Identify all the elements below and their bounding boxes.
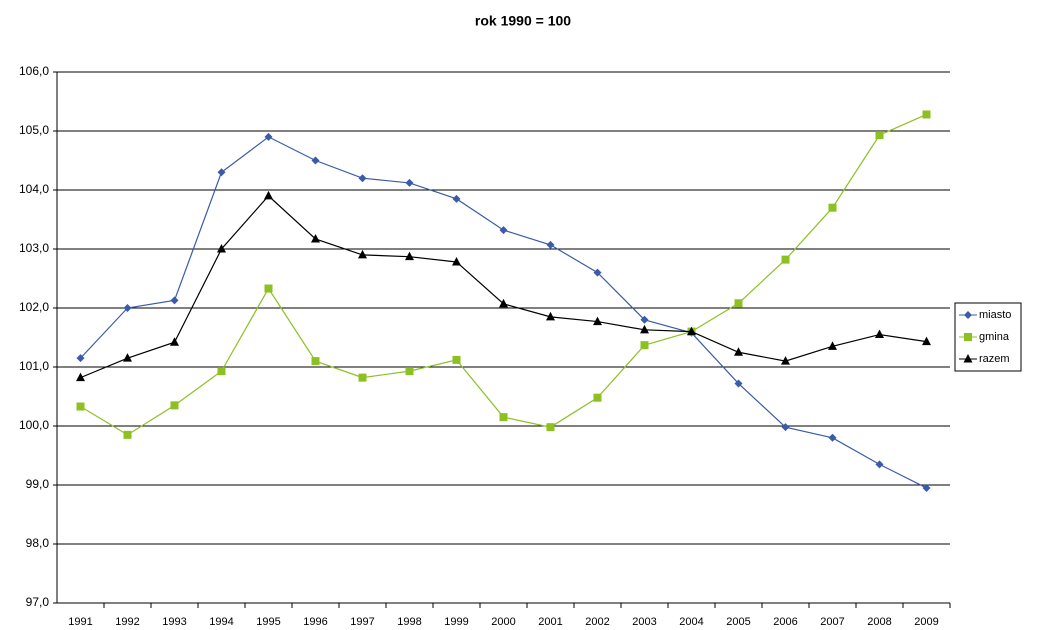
y-tick-label: 97,0: [26, 595, 50, 609]
marker: [781, 255, 790, 264]
marker: [264, 190, 273, 200]
marker: [640, 324, 649, 334]
marker: [828, 341, 837, 350]
marker: [964, 311, 972, 319]
legend-label: gmina: [979, 331, 1010, 343]
marker: [311, 357, 320, 366]
marker: [452, 355, 461, 364]
marker: [405, 251, 414, 261]
marker: [358, 249, 367, 259]
marker: [76, 402, 85, 411]
x-tick-label: 1996: [303, 616, 327, 628]
marker: [875, 329, 884, 339]
marker: [734, 379, 743, 388]
marker: [499, 298, 508, 308]
x-tick-label: 2004: [679, 616, 703, 628]
y-tick-label: 103,0: [19, 241, 49, 255]
y-tick-label: 98,0: [26, 536, 50, 550]
marker: [593, 268, 602, 277]
marker: [922, 110, 931, 119]
series-line: [80, 113, 927, 436]
marker: [311, 233, 320, 243]
y-tick-label: 105,0: [19, 123, 49, 137]
x-tick-label: 1992: [115, 616, 139, 628]
marker: [217, 244, 226, 253]
marker: [170, 296, 179, 305]
marker: [640, 315, 649, 324]
marker: [875, 131, 884, 140]
marker: [170, 337, 179, 346]
x-tick-label: 2008: [867, 616, 891, 628]
marker: [875, 460, 884, 469]
x-tick-label: 1994: [209, 616, 233, 628]
legend-label: miasto: [979, 309, 1011, 321]
marker: [405, 367, 414, 376]
marker: [217, 367, 226, 376]
marker: [781, 356, 790, 365]
x-tick-label: 2002: [585, 616, 609, 628]
y-tick-label: 100,0: [19, 418, 49, 432]
marker: [123, 430, 132, 439]
x-tick-label: 2003: [632, 616, 656, 628]
marker: [452, 194, 461, 203]
marker: [546, 311, 555, 321]
y-tick-label: 101,0: [19, 359, 49, 373]
series-line: [80, 195, 927, 379]
x-tick-label: 1995: [256, 616, 280, 628]
x-tick-label: 2007: [820, 616, 844, 628]
y-tick-label: 99,0: [26, 477, 50, 491]
marker: [264, 284, 273, 293]
x-tick-label: 1999: [444, 616, 468, 628]
marker: [546, 240, 555, 249]
x-tick-label: 2001: [538, 616, 562, 628]
x-tick-label: 2009: [914, 616, 938, 628]
marker: [452, 256, 461, 266]
x-tick-label: 2000: [491, 616, 515, 628]
marker: [828, 203, 837, 212]
marker: [358, 174, 367, 183]
y-tick-label: 106,0: [19, 64, 49, 78]
marker: [405, 178, 414, 187]
y-tick-label: 102,0: [19, 300, 49, 314]
x-tick-label: 1997: [350, 616, 374, 628]
marker: [640, 341, 649, 350]
marker: [593, 316, 602, 326]
marker: [76, 372, 85, 382]
marker: [499, 413, 508, 422]
marker: [922, 336, 931, 346]
marker: [687, 326, 696, 336]
marker: [734, 299, 743, 308]
marker: [828, 433, 837, 442]
x-tick-label: 2006: [773, 616, 797, 628]
marker: [499, 226, 508, 235]
marker: [734, 347, 743, 356]
marker: [963, 354, 973, 363]
marker: [311, 156, 320, 165]
marker: [76, 354, 85, 363]
marker: [264, 132, 273, 141]
marker: [123, 353, 132, 362]
marker: [781, 423, 790, 432]
y-tick-label: 104,0: [19, 182, 49, 196]
x-tick-label: 1991: [68, 616, 92, 628]
marker: [217, 168, 226, 177]
marker: [593, 393, 602, 402]
legend-label: razem: [979, 353, 1010, 365]
chart-title: rok 1990 = 100: [475, 13, 571, 29]
x-tick-label: 1993: [162, 616, 186, 628]
x-tick-label: 1998: [397, 616, 421, 628]
marker: [170, 401, 179, 410]
marker: [123, 304, 132, 312]
marker: [546, 423, 555, 432]
marker: [922, 483, 931, 492]
x-tick-label: 2005: [726, 616, 750, 628]
marker: [358, 373, 367, 382]
marker: [964, 333, 972, 341]
